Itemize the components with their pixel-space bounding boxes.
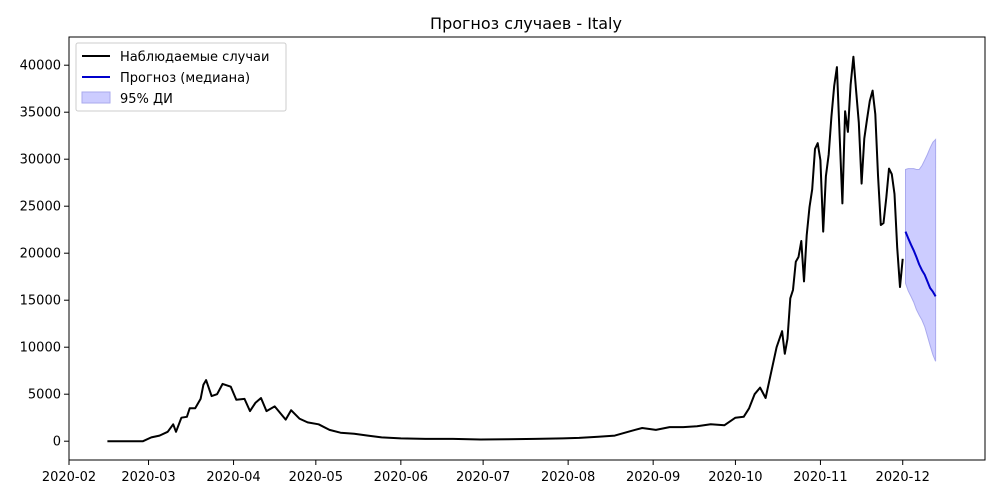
ci-band bbox=[905, 138, 937, 362]
legend-observed-label: Наблюдаемые случаи bbox=[120, 50, 269, 65]
x-tick-label: 2020-10 bbox=[708, 470, 762, 485]
legend-ci-label: 95% ДИ bbox=[120, 92, 173, 107]
confidence-interval-layer bbox=[905, 138, 937, 362]
y-tick-label: 30000 bbox=[20, 153, 61, 168]
x-tick-label: 2020-12 bbox=[876, 470, 930, 485]
x-tick-label: 2020-11 bbox=[793, 470, 847, 485]
legend-forecast-label: Прогноз (медиана) bbox=[120, 71, 250, 86]
y-tick-label: 0 bbox=[53, 435, 61, 450]
y-tick-label: 10000 bbox=[20, 341, 61, 356]
forecast-line bbox=[904, 231, 937, 297]
legend: Наблюдаемые случаи Прогноз (медиана) 95%… bbox=[75, 42, 287, 112]
y-tick-label: 35000 bbox=[20, 106, 61, 121]
x-tick-label: 2020-06 bbox=[374, 470, 428, 485]
x-tick-label: 2020-05 bbox=[289, 470, 343, 485]
chart-title: Прогноз случаев - Italy bbox=[430, 14, 622, 33]
plot-area-frame bbox=[68, 36, 986, 461]
y-tick-label: 40000 bbox=[20, 59, 61, 74]
x-tick-label: 2020-08 bbox=[541, 470, 595, 485]
x-tick-label: 2020-04 bbox=[206, 470, 260, 485]
x-tick-label: 2020-02 bbox=[42, 470, 96, 485]
y-axis: 0 5000 10000 15000 20000 25000 30000 35000 40000 bbox=[20, 59, 69, 450]
legend-box bbox=[75, 42, 287, 112]
x-axis: 2020-02 2020-03 2020-04 2020-05 2020-06 2020-… bbox=[42, 460, 930, 485]
x-tick-label: 2020-09 bbox=[626, 470, 680, 485]
y-tick-label: 15000 bbox=[20, 294, 61, 309]
x-tick-label: 2020-03 bbox=[121, 470, 175, 485]
y-tick-label: 5000 bbox=[28, 388, 61, 403]
observed-line bbox=[107, 55, 904, 443]
series-lines-layer bbox=[107, 55, 937, 443]
x-tick-label: 2020-07 bbox=[456, 470, 510, 485]
y-tick-label: 20000 bbox=[20, 247, 61, 262]
legend-ci-swatch bbox=[81, 91, 111, 104]
y-tick-label: 25000 bbox=[20, 200, 61, 215]
